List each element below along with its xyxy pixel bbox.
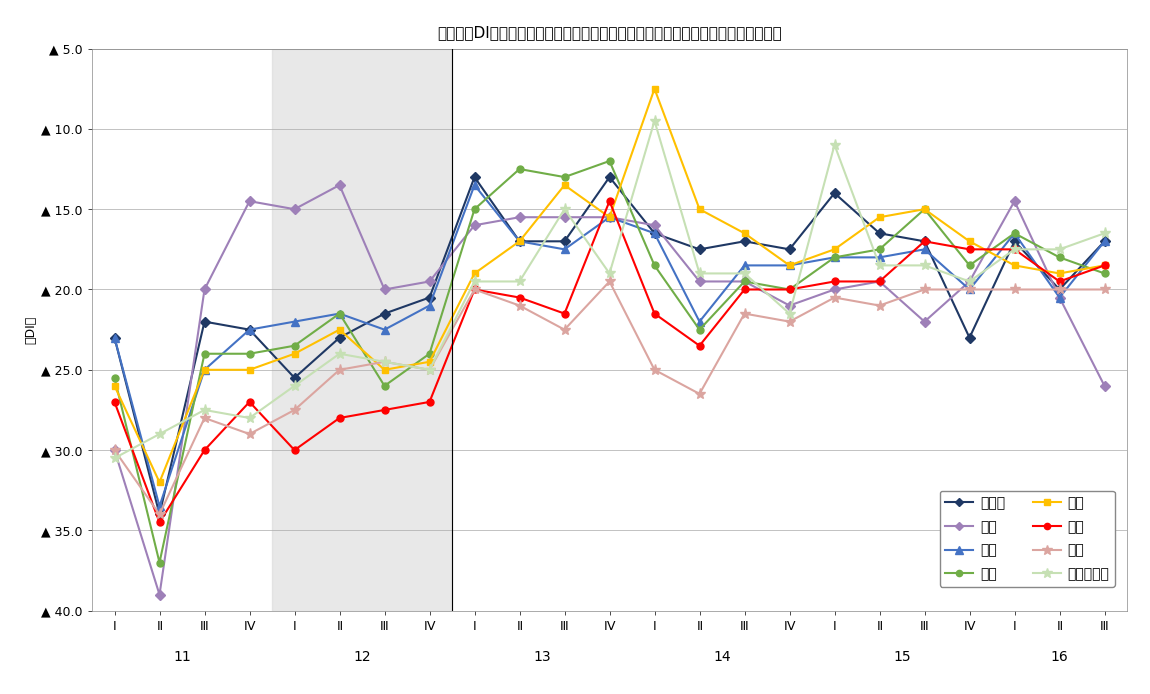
Title: 業況判断DI（「好転」－「悪化」）の推移（全産業・地域別・前期比季節調整値）: 業況判断DI（「好転」－「悪化」）の推移（全産業・地域別・前期比季節調整値） — [437, 26, 782, 40]
Text: 14: 14 — [713, 650, 730, 663]
Text: 15: 15 — [894, 650, 911, 663]
Text: 13: 13 — [534, 650, 551, 663]
Text: 16: 16 — [1051, 650, 1068, 663]
Y-axis label: （DI）: （DI） — [24, 316, 37, 344]
Legend: 北海道, 東北, 関東, 中部, 近畸, 中国, 四国, 九州・沖縄: 北海道, 東北, 関東, 中部, 近畸, 中国, 四国, 九州・沖縄 — [940, 491, 1114, 587]
Text: 12: 12 — [353, 650, 370, 663]
Text: 11: 11 — [174, 650, 191, 663]
Bar — [273, 49, 452, 611]
